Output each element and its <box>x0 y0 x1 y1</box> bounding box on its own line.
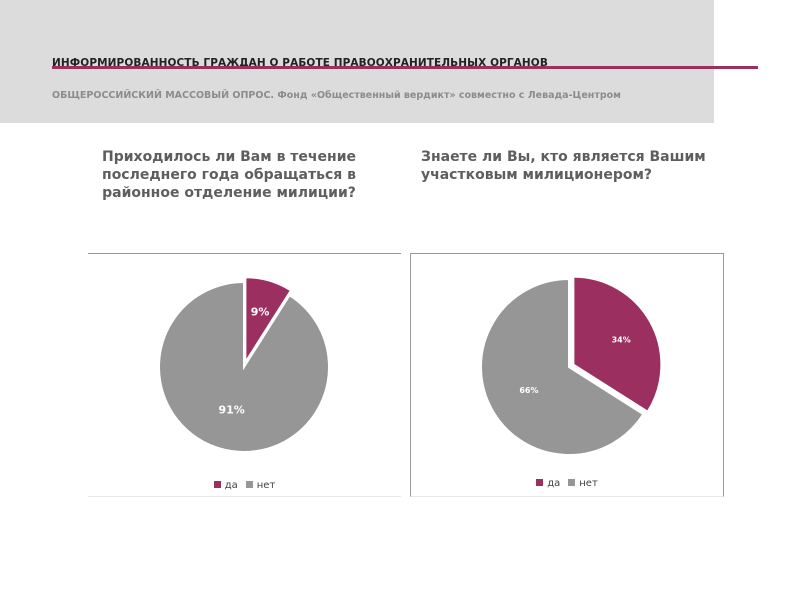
question-left: Приходилось ли Вам в течение последнего … <box>101 149 356 201</box>
pie-slice-yes <box>572 275 663 414</box>
legend-right: да нет <box>411 478 723 489</box>
legend-label: да <box>224 480 238 491</box>
legend-item: нет <box>568 478 598 489</box>
legend-item: да <box>213 480 238 491</box>
pie-slice-yes <box>244 276 293 366</box>
legend-label: нет <box>579 478 598 489</box>
pie-chart-right: 34% 66% да нет <box>410 253 724 497</box>
question-right: Знаете ли Вы, кто является Вашим участко… <box>421 149 706 183</box>
legend-swatch <box>213 481 221 488</box>
pie-data-label: 34% <box>612 335 631 344</box>
title-underline <box>52 66 758 69</box>
legend-item: нет <box>245 480 276 491</box>
legend-label: нет <box>256 480 276 491</box>
pie-data-label: 91% <box>218 403 244 416</box>
legend-swatch <box>536 479 544 486</box>
pie-slice-no <box>158 280 330 453</box>
pie-chart-right-svg: 34% 66% <box>480 275 663 456</box>
legend-label: да <box>547 478 561 489</box>
page-subtitle: ОБЩЕРОССИЙСКИЙ МАССОВЫЙ ОПРОС. Фонд «Общ… <box>52 90 621 101</box>
pie-chart-left: 9% 91% да нет <box>88 253 401 497</box>
pie-slice-no <box>480 277 645 456</box>
header-band <box>0 0 714 123</box>
pie-chart-left-svg: 9% 91% <box>158 276 330 453</box>
legend-item: да <box>536 478 560 489</box>
legend-left: да нет <box>88 480 401 491</box>
legend-swatch <box>568 479 576 486</box>
pie-data-label: 9% <box>251 306 270 319</box>
legend-swatch <box>245 481 253 488</box>
pie-data-label: 66% <box>519 386 538 395</box>
